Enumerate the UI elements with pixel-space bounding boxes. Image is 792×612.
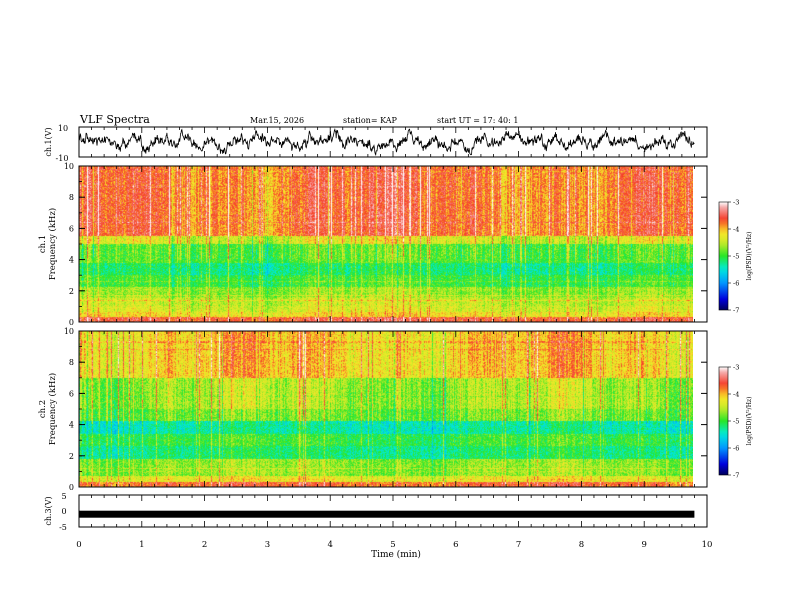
- colorbar-tick-label: -5: [733, 253, 739, 261]
- colorbar-tick-label: -6: [733, 445, 739, 453]
- colorbar-tick-label: -7: [733, 307, 739, 315]
- ch2-spectrogram-axis: 0 2 4 6 8 10: [64, 327, 708, 492]
- time-tick-label: 6: [453, 540, 458, 550]
- ch2-spectrogram-image-wrap: [79, 331, 693, 487]
- figure-title: VLF Spectra: [79, 113, 150, 126]
- ch2-colorbar: -3 -4 -5 -6 -7 log(PSD)(V²/Hz): [718, 364, 753, 480]
- time-tick-label: 9: [641, 540, 646, 550]
- start-time-label: start UT = 17: 40: 1: [437, 116, 518, 125]
- time-tick-label: 2: [202, 540, 207, 550]
- colorbar-tick-label: -4: [733, 226, 739, 234]
- ch2-colorbar-ticks: -3 -4 -5 -6 -7: [728, 364, 739, 480]
- ch1-ytick-top: 10: [58, 124, 68, 133]
- time-tick-label: 1: [139, 540, 144, 550]
- ch3-waveform-panel: 5 0 -5 ch.3(V): [44, 492, 708, 532]
- freq-tick-label: 10: [64, 327, 74, 336]
- ch3-ytick-middle: 0: [61, 507, 66, 516]
- ch1-colorbar: -3 -4 -5 -6 -7 log(PSD)(V²/Hz): [718, 199, 753, 315]
- colorbar-tick-label: -3: [733, 199, 739, 207]
- ch2-channel-label: ch.2: [38, 400, 48, 418]
- ch1-waveform-ticks: [78, 127, 708, 157]
- time-tick-label: 7: [516, 540, 521, 550]
- ch1-frequency-label: Frequency (kHz): [47, 208, 58, 280]
- ch2-spectrogram-heatmap: [79, 331, 693, 487]
- ch1-colorbar-gradient: [719, 202, 728, 310]
- time-tick-label: 5: [390, 540, 395, 550]
- ch1-channel-label: ch.1: [38, 235, 48, 253]
- station-label: station= KAP: [343, 116, 398, 125]
- ch1-waveform-panel: 10 -10 ch.1(V): [44, 124, 708, 163]
- ch1-spectrogram-panel: 0 2 4 6 8 10 ch.1 Frequency (kHz): [38, 162, 708, 327]
- colorbar-tick-label: -6: [733, 280, 739, 288]
- freq-tick-label: 6: [69, 224, 74, 233]
- ch1-colorbar-ticks: -3 -4 -5 -6 -7: [728, 199, 739, 315]
- time-axis-tick-labels: 0 1 2 3 4 5 6 7 8 9 10: [76, 540, 712, 550]
- time-axis-label: Time (min): [371, 549, 421, 560]
- ch1-spectrogram-image-wrap: [79, 166, 693, 322]
- freq-tick-label: 10: [64, 162, 74, 171]
- time-tick-label: 8: [579, 540, 584, 550]
- freq-tick-label: 0: [69, 318, 74, 327]
- freq-tick-label: 0: [69, 483, 74, 492]
- time-tick-label: 0: [76, 540, 81, 550]
- ch3-ytick-bottom: -5: [59, 523, 67, 532]
- freq-tick-label: 8: [69, 358, 74, 367]
- ch1-waveform-trace: [79, 127, 695, 156]
- ch2-frequency-label: Frequency (kHz): [47, 373, 58, 445]
- ch2-colorbar-gradient: [719, 367, 728, 475]
- colorbar-tick-label: -7: [733, 472, 739, 480]
- date-label: Mar.15, 2026: [250, 116, 304, 125]
- freq-tick-label: 2: [69, 452, 74, 461]
- ch3-ytick-top: 5: [61, 492, 66, 501]
- ch3-ylabel: ch.3(V): [44, 496, 53, 525]
- time-tick-label: 3: [265, 540, 270, 550]
- colorbar-tick-label: -5: [733, 418, 739, 426]
- ch1-spectrogram-axis: 0 2 4 6 8 10: [64, 162, 708, 327]
- time-tick-label: 4: [327, 540, 332, 550]
- freq-tick-label: 8: [69, 193, 74, 202]
- ch1-ylabel: ch.1(V): [44, 127, 53, 156]
- ch3-waveform-ticks: [78, 495, 708, 527]
- freq-tick-label: 4: [69, 421, 74, 430]
- ch3-waveform-trace: [79, 510, 695, 518]
- freq-tick-label: 6: [69, 389, 74, 398]
- ch2-colorbar-label: log(PSD)(V²/Hz): [746, 397, 753, 446]
- time-tick-label: 10: [702, 540, 713, 550]
- ch1-ytick-bottom: -10: [56, 154, 69, 163]
- colorbar-tick-label: -3: [733, 364, 739, 372]
- ch1-spectrogram-heatmap: [79, 166, 693, 322]
- ch1-colorbar-label: log(PSD)(V²/Hz): [746, 232, 753, 281]
- freq-tick-label: 4: [69, 256, 74, 265]
- colorbar-tick-label: -4: [733, 391, 739, 399]
- ch2-spectrogram-panel: 0 2 4 6 8 10 ch.2 Frequency (kHz): [38, 327, 708, 492]
- freq-tick-label: 2: [69, 287, 74, 296]
